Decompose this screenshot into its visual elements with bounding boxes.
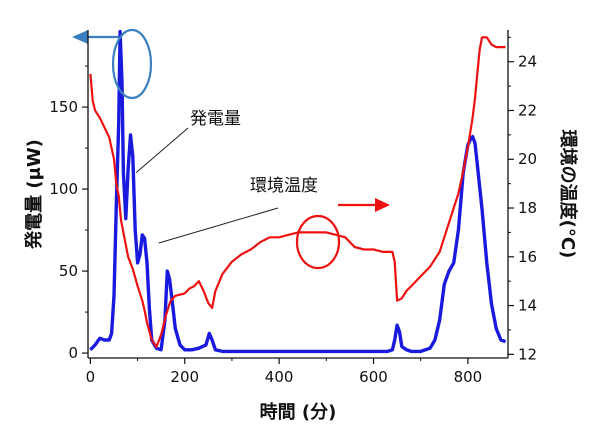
left-tick-label: 50 bbox=[59, 262, 78, 280]
annotation-temperature-leader bbox=[158, 207, 279, 244]
annotation-temperature-label: 環境温度 bbox=[250, 176, 318, 196]
right-tick-label: 14 bbox=[518, 297, 537, 315]
annotation-power-label: 発電量 bbox=[190, 109, 241, 129]
x-tick-label: 800 bbox=[454, 368, 483, 386]
annotations: 発電量 環境温度 bbox=[72, 28, 390, 270]
right-tick-label: 20 bbox=[518, 150, 537, 168]
x-tick-label: 200 bbox=[170, 368, 199, 386]
right-axis-title: 環境の温度(°C) bbox=[557, 130, 579, 259]
x-tick-label: 0 bbox=[86, 368, 96, 386]
series-line-power bbox=[89, 29, 507, 354]
x-axis-title: 時間 (分) bbox=[260, 402, 337, 423]
plot-area bbox=[89, 29, 507, 354]
axes: 0 200 400 600 800 0 50 100 150 12 14 16 18 20 22 24 bbox=[49, 30, 537, 386]
temperature-axis-indicator-ellipse bbox=[295, 214, 341, 270]
power-axis-indicator-arrowhead bbox=[72, 30, 88, 44]
x-tick-label: 600 bbox=[359, 368, 388, 386]
right-tick-label: 22 bbox=[518, 101, 537, 119]
right-tick-label: 18 bbox=[518, 199, 537, 217]
x-tick-label: 400 bbox=[265, 368, 294, 386]
right-tick-label: 12 bbox=[518, 345, 537, 363]
left-axis-title: 発電量 (μW) bbox=[23, 139, 45, 250]
left-tick-label: 0 bbox=[68, 344, 78, 362]
left-tick-label: 100 bbox=[49, 180, 78, 198]
left-tick-label: 150 bbox=[49, 98, 78, 116]
temperature-axis-indicator-arrowhead bbox=[375, 198, 390, 212]
right-tick-label: 16 bbox=[518, 248, 537, 266]
right-tick-label: 24 bbox=[518, 53, 537, 71]
power-axis-indicator-ellipse bbox=[111, 28, 153, 100]
annotation-power-leader bbox=[135, 127, 189, 174]
series-line-temperature bbox=[89, 36, 506, 349]
